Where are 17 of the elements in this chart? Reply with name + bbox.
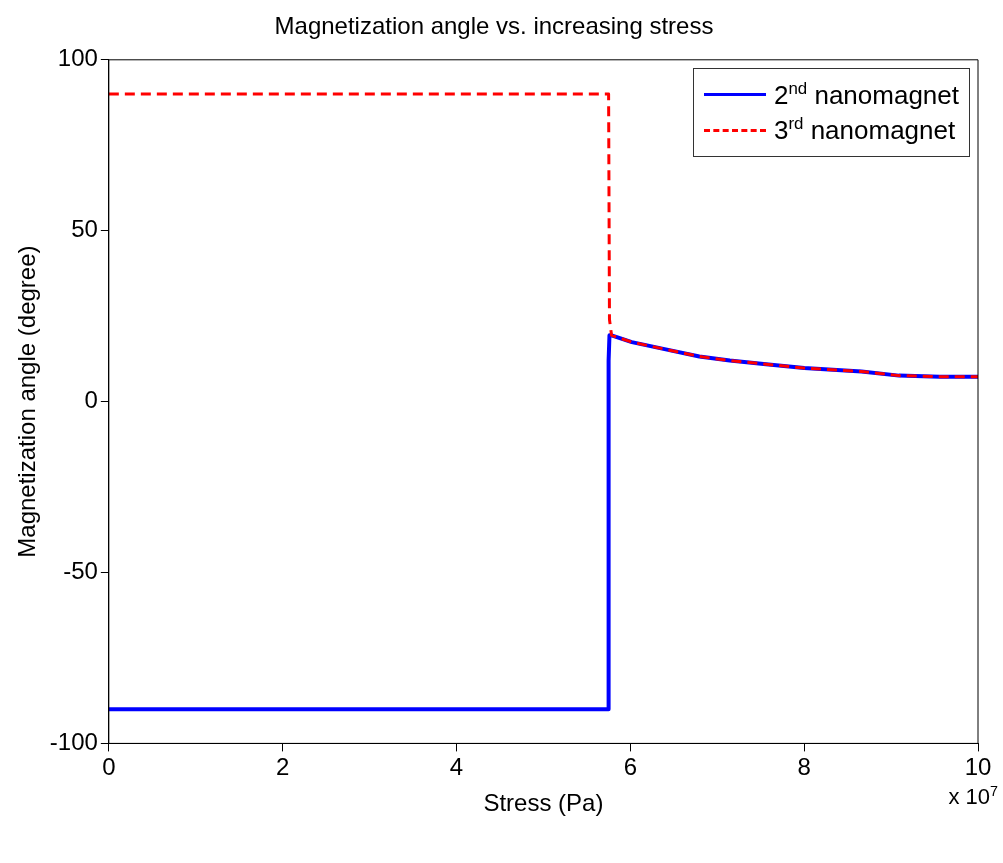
y-tick-label: -50 xyxy=(63,557,98,585)
x-tick-label: 8 xyxy=(797,753,811,781)
y-tick-label: 0 xyxy=(84,386,98,414)
x-axis-title: Stress (Pa) xyxy=(483,789,604,817)
y-tick-label: -100 xyxy=(49,728,98,756)
chart-title: Magnetization angle vs. increasing stress xyxy=(274,12,714,40)
x-tick-label: 0 xyxy=(102,753,116,781)
y-tick-label: 100 xyxy=(57,44,98,72)
legend-label: 3$^{rd}$ nanomagnet xyxy=(773,114,956,147)
x-tick-label: 6 xyxy=(623,753,638,781)
legend-label: 2$^{nd}$ nanomagnet xyxy=(773,78,959,111)
x-tick-label: 4 xyxy=(449,753,464,781)
y-tick-label: 50 xyxy=(71,215,98,243)
x-tick-label: 2 xyxy=(275,753,290,781)
text: x 10$^{7}$ xyxy=(948,783,998,811)
y-axis-title: Magnetization angle (degree) xyxy=(13,245,41,558)
x-tick-label: 10 xyxy=(964,753,992,781)
